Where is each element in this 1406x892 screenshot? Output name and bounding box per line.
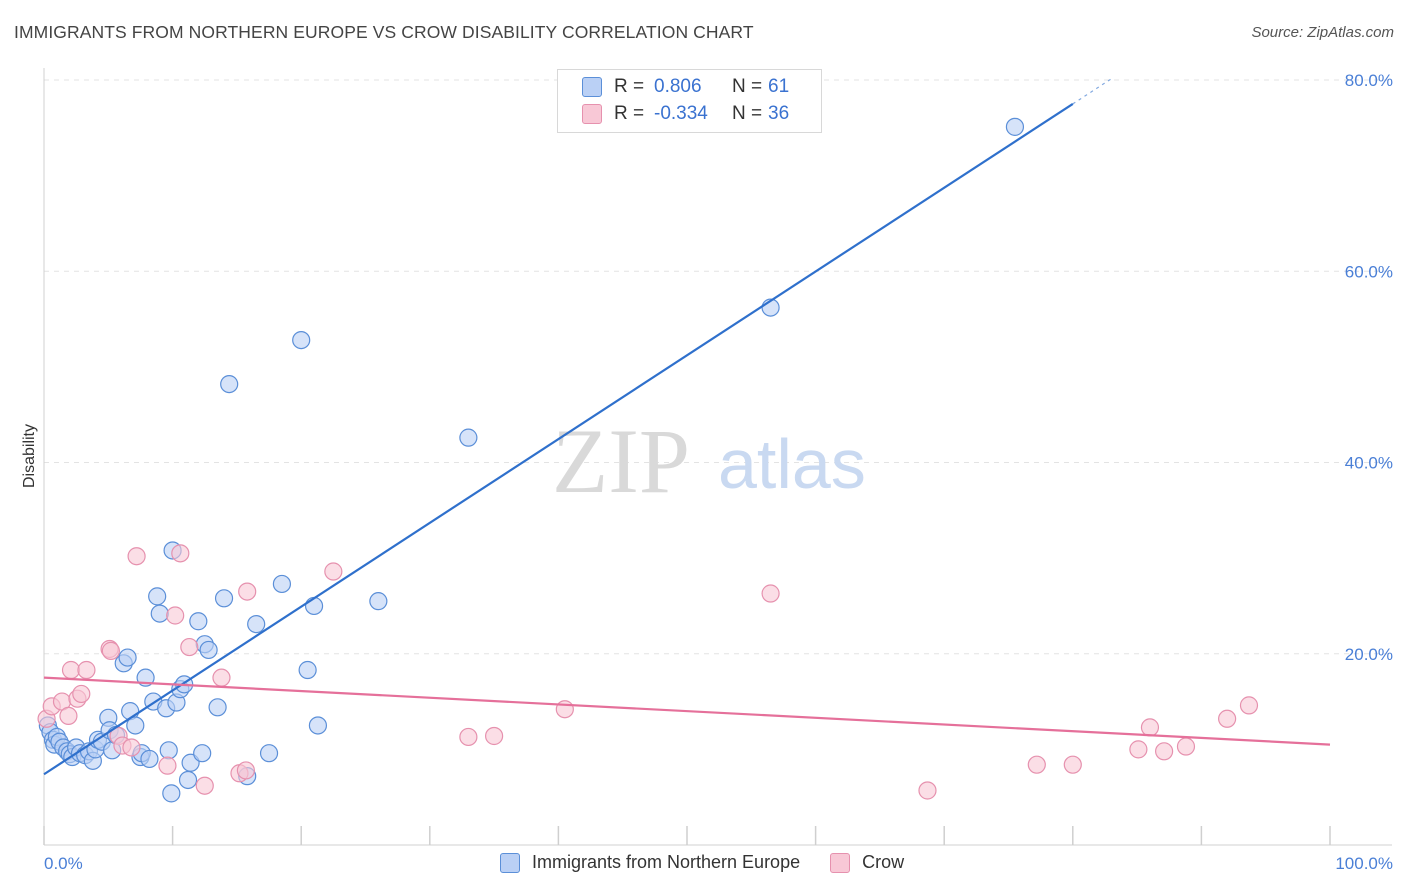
crow-point [180,637,199,657]
immigrants-point [148,587,167,606]
watermark-atlas: atlas [718,425,866,503]
n-value: 36 [768,103,790,124]
stats-legend: R = 0.806 N = 61 R = -0.334 N = 36 [557,69,822,133]
immigrants-point [150,604,169,623]
crow-point [324,562,343,581]
immigrants-point [189,612,208,631]
crow-point [59,706,78,726]
immigrants-point [214,589,234,608]
legend-swatch-pink [582,104,602,124]
crow-point [127,547,146,566]
crow-point [1140,718,1160,737]
axis-layer [43,68,1392,846]
legend-item-immigrants[interactable]: Immigrants from Northern Europe [500,852,800,873]
crow-point [459,727,478,747]
crow-point [212,668,231,687]
immigrants-point [308,716,328,735]
crow-point [1176,737,1196,756]
stats-legend-row-blue: R = 0.806 N = 61 [582,75,789,99]
immigrants-point [304,596,324,616]
immigrants-point [292,331,311,350]
immigrants-point [298,660,317,680]
crow-point [171,544,190,563]
crow-point [72,684,91,704]
crow-point [77,660,96,680]
x-tick-label: 100.0% [1335,854,1393,873]
chart-title: IMMIGRANTS FROM NORTHERN EUROPE VS CROW … [14,22,754,42]
immigrants-point [459,428,478,447]
r-label: R = [614,76,645,97]
trend-layer [43,78,1331,776]
y-tick-label: 60.0% [1345,262,1393,281]
legend-label: Crow [862,852,905,872]
crow-point [1239,696,1259,715]
immigrants-point [259,744,279,763]
immigrants-point [178,770,198,790]
crow-point [761,584,780,603]
immigrants-point [208,698,227,717]
crow-point [1218,709,1237,728]
crow-point [555,700,574,719]
crow-point [1027,755,1046,774]
immigrants-trend-extension [1072,78,1112,105]
stats-legend-row-pink: R = -0.334 N = 36 [582,102,789,126]
legend-item-crow[interactable]: Crow [830,852,904,873]
crow-point [61,660,81,680]
crow-point [101,641,120,660]
crow-point [166,606,185,625]
crow-point [1063,755,1082,774]
crow-point [195,776,214,795]
crow-point [238,582,257,601]
watermark-zip: ZIP [552,410,690,512]
y-tick-label: 80.0% [1345,71,1393,90]
points-layer [37,117,1259,803]
crow-point [1129,740,1148,759]
crow-point [158,756,177,775]
immigrants-point [220,374,239,394]
immigrants-point [272,574,292,594]
series-legend: Immigrants from Northern Europe Crow [500,852,934,873]
y-tick-label: 20.0% [1345,645,1393,664]
crow-point [122,738,141,757]
watermark: ZIP atlas [552,410,866,512]
legend-swatch-blue [582,77,602,97]
immigrants-point [369,592,388,611]
crow-trend-line [43,676,1331,746]
r-value: 0.806 [654,76,702,97]
crow-point [485,726,504,746]
r-value: -0.334 [654,103,708,124]
immigrants-point [193,744,212,763]
source-label: Source: ZipAtlas.com [1251,24,1394,41]
immigrants-point [247,615,266,634]
immigrants-point [159,741,178,760]
immigrants-trend-line [43,102,1074,776]
n-label: N = [732,103,763,124]
grid-layer [44,79,1392,655]
legend-swatch-pink [830,852,851,873]
r-label: R = [614,103,645,124]
crow-point [1155,742,1174,761]
y-tick-label: 40.0% [1345,454,1393,473]
label-layer: 20.0% 40.0% 60.0% 80.0% 0.0% 100.0% [44,71,1393,873]
n-value: 61 [768,76,790,97]
immigrants-point [1005,117,1025,136]
n-label: N = [732,76,763,97]
immigrants-point [140,749,159,769]
crow-point [918,781,937,800]
immigrants-point [118,648,137,667]
y-axis-label: Disability [21,424,38,488]
crow-point [236,761,256,780]
legend-swatch-blue [500,852,520,873]
legend-label: Immigrants from Northern Europe [532,852,801,872]
x-tick-label: 0.0% [44,854,83,873]
immigrants-point [126,716,145,735]
immigrants-point [162,784,181,803]
immigrants-point [199,640,218,660]
